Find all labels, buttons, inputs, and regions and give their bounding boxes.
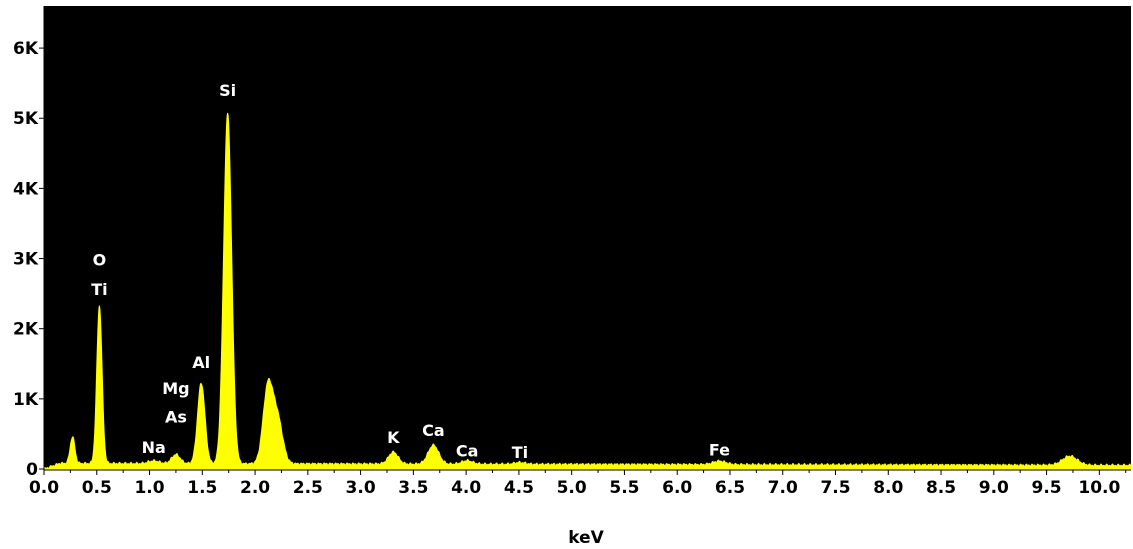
y-tick-label: 3K [13,250,39,270]
x-tick-label: 3.5 [398,478,428,498]
x-tick-label: 10.0 [1078,478,1120,498]
peak-label: Ti [512,443,528,462]
peak-label: Mg [162,379,189,398]
x-tick-label: 8.0 [873,478,903,498]
x-tick-label: 4.0 [451,478,481,498]
peak-label: Ti [91,280,107,299]
x-tick-label: 7.5 [820,478,850,498]
y-tick-label: 4K [13,179,39,199]
peak-label: Al [192,353,210,372]
x-tick-label: 3.0 [346,478,376,498]
x-tick-label: 6.5 [715,478,745,498]
x-tick-label: 0.5 [82,478,112,498]
x-tick-label: 8.5 [926,478,956,498]
peak-label: O [93,251,107,270]
y-tick-label: 5K [13,109,39,129]
peak-label: Fe [709,441,730,460]
x-tick-label: 6.0 [662,478,692,498]
y-tick-label: 1K [13,390,39,410]
peak-label: As [165,408,187,427]
x-tick-label: 5.5 [609,478,639,498]
spectrum-area [43,112,1132,470]
x-tick-label: 7.0 [768,478,798,498]
x-tick-label: 2.0 [240,478,270,498]
peak-label: Si [219,81,236,100]
x-tick-label: 1.5 [187,478,217,498]
peak-label: Na [142,438,166,457]
y-tick-label: 6K [13,39,39,59]
x-axis-label: keV [568,528,604,548]
peak-label: K [387,428,400,447]
x-tick-label: 9.0 [979,478,1009,498]
x-tick-label: 0.0 [29,478,59,498]
x-tick-label: 1.0 [134,478,164,498]
x-tick-label: 2.5 [293,478,323,498]
x-tick-label: 4.5 [504,478,534,498]
y-tick-label: 2K [13,320,39,340]
x-tick-label: 9.5 [1032,478,1062,498]
y-tick-label: 0 [26,460,38,480]
plot-background [44,6,1131,469]
peak-label: Ca [456,441,479,460]
x-tick-label: 5.0 [557,478,587,498]
peak-label: Ca [422,421,445,440]
